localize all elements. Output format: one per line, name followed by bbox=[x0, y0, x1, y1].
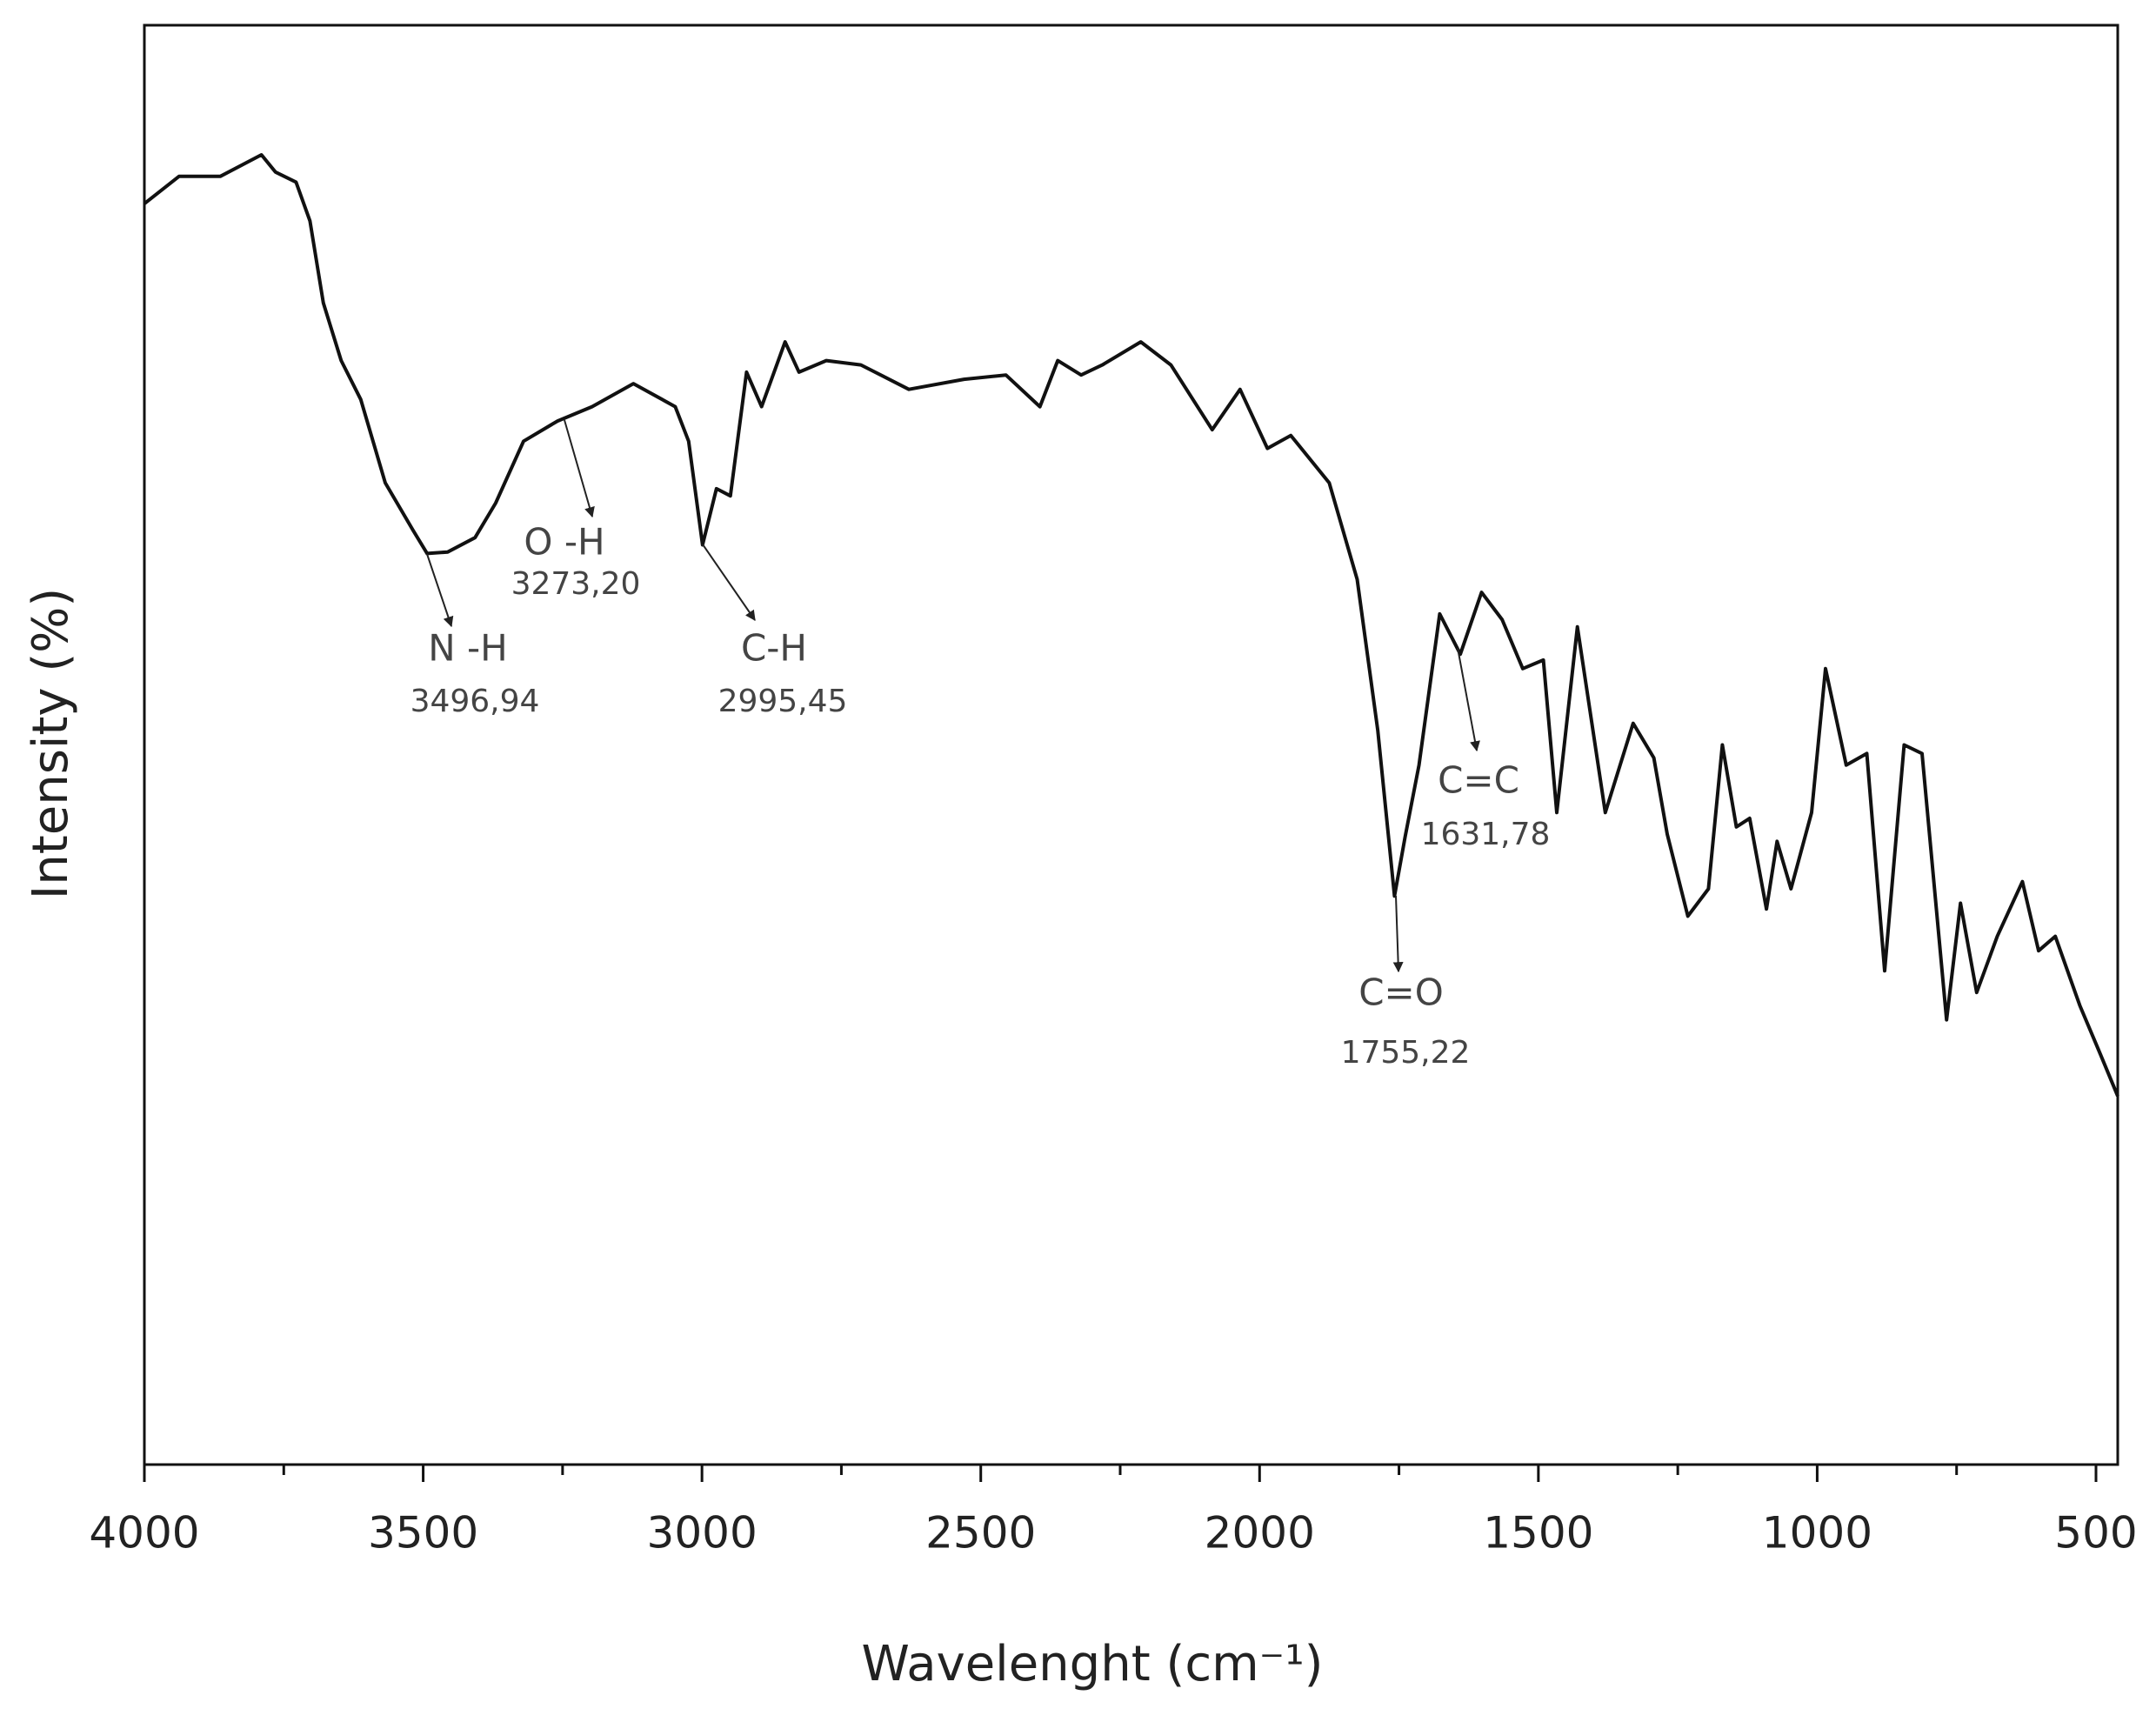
annotation-arrow bbox=[564, 419, 595, 518]
annotation-value: 2995,45 bbox=[718, 684, 848, 719]
annotation-arrow bbox=[1392, 895, 1404, 973]
annotation-arrow bbox=[702, 544, 756, 621]
x-tick-label: 3500 bbox=[368, 1508, 478, 1558]
x-tick-label: 500 bbox=[2054, 1508, 2137, 1558]
annotation-arrow bbox=[426, 553, 454, 628]
x-tick-label: 2000 bbox=[1205, 1508, 1315, 1558]
annotation-label: C-H bbox=[741, 627, 807, 670]
annotation-label: O -H bbox=[524, 521, 604, 564]
spectrum-line bbox=[143, 153, 2119, 1098]
x-tick-label: 4000 bbox=[89, 1508, 199, 1558]
x-tick-label: 1500 bbox=[1483, 1508, 1593, 1558]
x-tick-label: 3000 bbox=[647, 1508, 758, 1558]
plot-frame bbox=[143, 23, 2119, 1466]
annotation-value: 3273,20 bbox=[511, 566, 641, 602]
annotation-value: 1755,22 bbox=[1341, 1035, 1471, 1071]
annotation-label: N -H bbox=[428, 627, 508, 670]
x-tick-label: 1000 bbox=[1762, 1508, 1872, 1558]
annotation-arrow bbox=[1457, 647, 1480, 752]
x-axis-title: Wavelenght (cm⁻¹) bbox=[861, 1636, 1323, 1692]
x-tick-label: 2500 bbox=[925, 1508, 1036, 1558]
annotation-label: C=O bbox=[1358, 971, 1444, 1014]
annotation-value: 1631,78 bbox=[1421, 817, 1551, 852]
y-axis-title: Intensity (%) bbox=[23, 588, 79, 899]
annotation-label: C=C bbox=[1438, 759, 1519, 802]
annotation-value: 3496,94 bbox=[411, 684, 540, 719]
